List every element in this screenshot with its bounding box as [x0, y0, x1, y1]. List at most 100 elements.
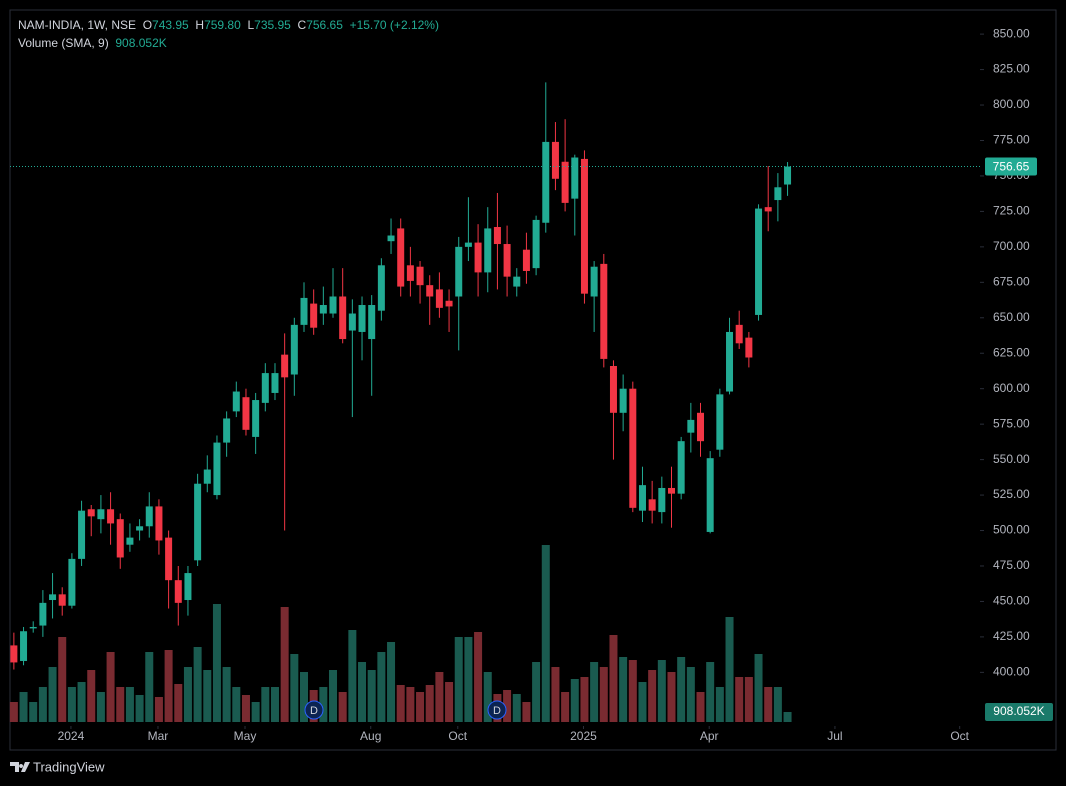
volume-bar: [183, 667, 192, 722]
candle-body: [629, 388, 637, 508]
candle-body: [764, 207, 772, 212]
candle-body: [600, 263, 608, 359]
candle-body: [474, 242, 482, 273]
dividend-marker[interactable]: D: [304, 700, 324, 720]
symbol: NAM-INDIA, 1W, NSE: [18, 18, 137, 32]
volume-bar: [396, 685, 405, 722]
candle-body: [271, 373, 279, 393]
candle-body: [116, 519, 124, 558]
x-tick-label: May: [234, 729, 257, 743]
candle-body: [261, 373, 269, 403]
x-tick-label: Oct: [950, 729, 969, 743]
volume-bar: [657, 660, 666, 722]
y-tick-label: 775.00: [993, 133, 1030, 147]
volume-bar: [174, 684, 183, 722]
candle-body: [329, 296, 337, 314]
candle-body: [97, 509, 105, 520]
x-tick-label: Apr: [700, 729, 719, 743]
volume-title: Volume (SMA, 9): [18, 36, 109, 50]
candle-body: [667, 487, 675, 494]
volume-bar: [154, 697, 163, 722]
candle-body: [397, 228, 405, 287]
volume-bar: [125, 687, 134, 722]
brand-logo[interactable]: TradingView: [10, 759, 105, 774]
volume-label: 908.052K: [993, 704, 1044, 718]
volume-bar: [377, 652, 386, 722]
volume-bar: [744, 677, 753, 722]
logo-icon: [10, 762, 30, 772]
candle-body: [203, 469, 211, 484]
candle-body: [377, 265, 385, 311]
volume-bar: [319, 687, 328, 722]
y-tick-label: 600.00: [993, 381, 1030, 395]
candle-body: [677, 441, 685, 494]
candle-body: [39, 602, 47, 626]
y-tick-label: 675.00: [993, 274, 1030, 288]
marker-label: D: [493, 705, 501, 717]
change: +15.70 (+2.12%): [349, 18, 439, 32]
y-tick-label: 500.00: [993, 523, 1030, 537]
volume-bar: [329, 670, 338, 722]
candle-body: [242, 397, 250, 430]
chart-frame: [9, 9, 1057, 751]
candle-body: [29, 626, 37, 629]
volume-bar: [358, 662, 367, 722]
volume-bar: [474, 632, 483, 722]
ohlc-value: 759.80: [204, 18, 241, 32]
volume-bar: [299, 672, 308, 722]
volume-bar: [203, 670, 212, 722]
candle-body: [755, 208, 763, 315]
candle-body: [416, 266, 424, 286]
candle-body: [58, 594, 66, 606]
volume-bar: [590, 662, 599, 722]
volume-bar: [532, 662, 541, 722]
candle-body: [658, 487, 666, 513]
candle-body: [513, 276, 521, 287]
volume-bar: [773, 687, 782, 722]
y-tick-label: 725.00: [993, 204, 1030, 218]
candle-body: [223, 418, 231, 443]
volume-bar: [425, 685, 434, 722]
y-tick-label: 400.00: [993, 665, 1030, 679]
volume-bar: [715, 687, 724, 722]
volume-bar: [445, 682, 454, 722]
candle-body: [551, 141, 559, 179]
candle-body: [522, 249, 530, 271]
volume-bar: [19, 692, 28, 722]
volume-bar: [212, 604, 221, 722]
candle-body: [78, 510, 86, 559]
brand-name: TradingView: [33, 759, 105, 774]
legend: NAM-INDIA, 1W, NSE O743.95 H759.80 L735.…: [18, 16, 439, 52]
y-tick-label: 650.00: [993, 310, 1030, 324]
candle-body: [155, 506, 163, 541]
candle-body: [561, 161, 569, 203]
candle-body: [784, 166, 792, 185]
volume-bar: [232, 687, 241, 722]
y-tick-label: 850.00: [993, 26, 1030, 40]
x-tick-label: 2024: [58, 729, 85, 743]
candle-body: [638, 485, 646, 511]
candle-body: [493, 227, 501, 245]
y-tick-label: 450.00: [993, 594, 1030, 608]
x-tick-label: Jul: [827, 729, 842, 743]
x-tick-label: Oct: [448, 729, 467, 743]
candle-body: [503, 244, 511, 277]
candle-body: [281, 354, 289, 378]
candle-body: [532, 219, 540, 269]
volume-bar: [145, 652, 154, 722]
candle-body: [716, 394, 724, 450]
volume-bar: [367, 670, 376, 722]
candle-body: [648, 499, 656, 511]
dividend-marker[interactable]: D: [487, 700, 507, 720]
ohlc-value: 735.95: [254, 18, 291, 32]
candle-body: [136, 526, 144, 531]
candle-body: [252, 400, 260, 437]
volume-bar: [619, 657, 628, 722]
candle-body: [571, 157, 579, 199]
volume-pane: [9, 545, 792, 722]
y-tick-label: 425.00: [993, 629, 1030, 643]
candle-body: [194, 483, 202, 561]
x-tick-label: Mar: [148, 729, 169, 743]
y-tick-label: 700.00: [993, 239, 1030, 253]
ohlc-value: 743.95: [152, 18, 189, 32]
